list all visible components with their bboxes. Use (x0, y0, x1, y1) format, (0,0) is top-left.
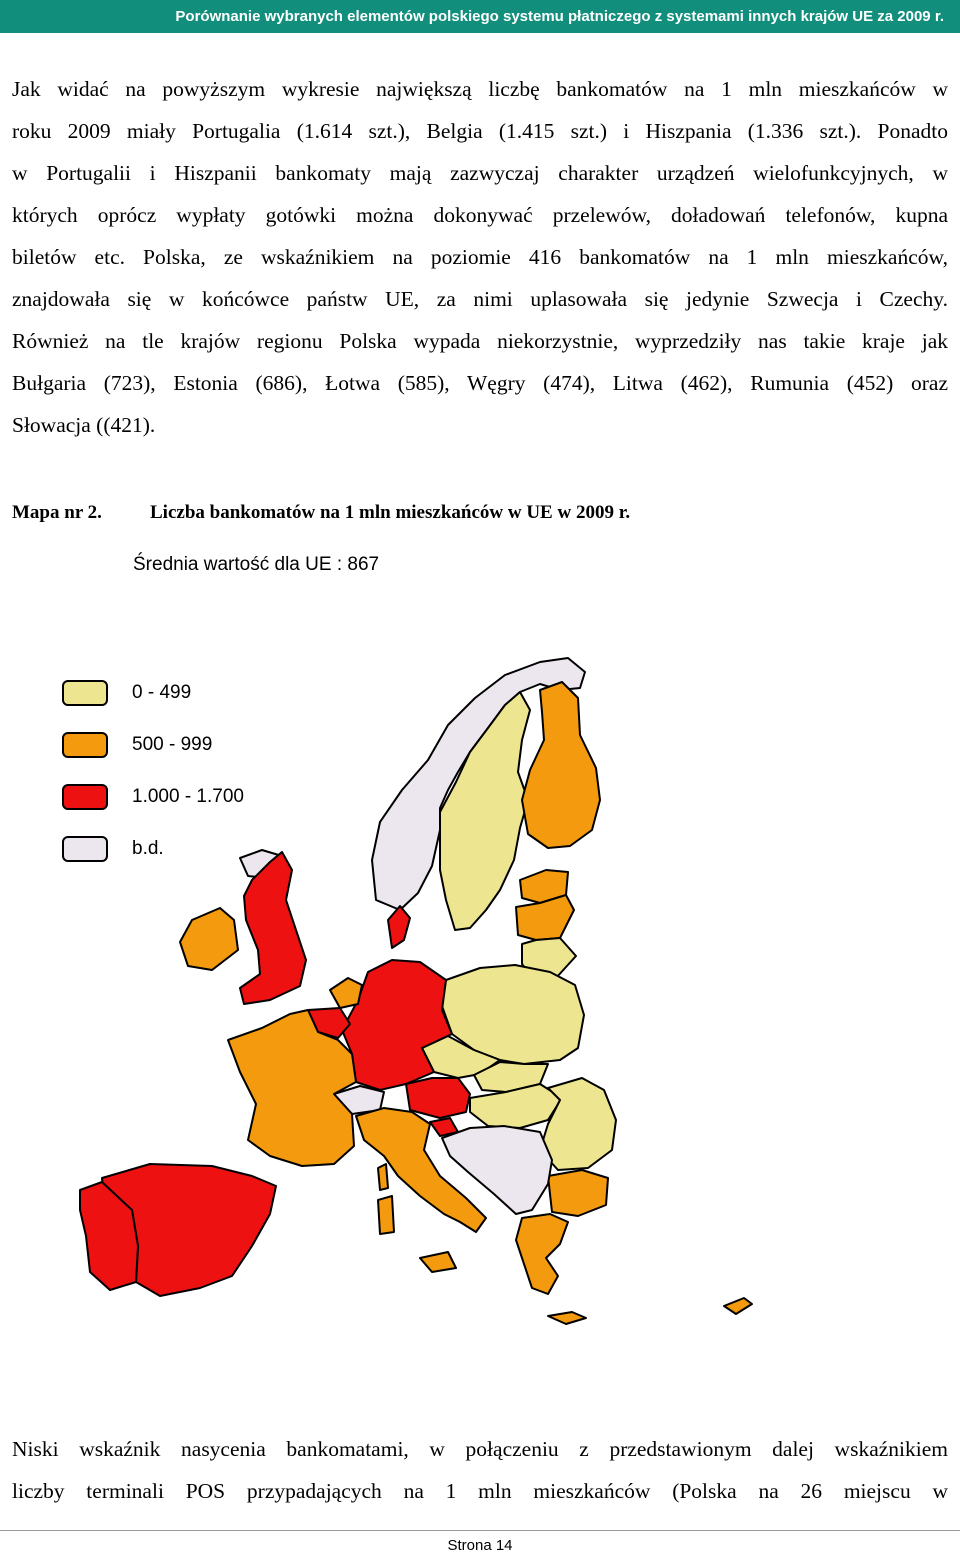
map-region-balkans (441, 1125, 553, 1215)
map-region-slovenia (429, 1117, 459, 1137)
figure-number: Mapa nr 2. (12, 502, 102, 523)
legend-swatch (62, 784, 108, 810)
paragraph-1: Jak widać na powyższym wykresie najwięks… (12, 68, 948, 446)
document-header-title: Porównanie wybranych elementów polskiego… (175, 8, 944, 25)
figure-subtitle: Średnia wartość dla UE : 867 (133, 554, 380, 575)
map-region-corsica (377, 1163, 389, 1191)
map-region-uk (239, 851, 307, 1005)
legend-swatch (62, 732, 108, 758)
map-region-bulgaria (547, 1169, 609, 1217)
figure-title: Liczba bankomatów na 1 mln mieszkańców w… (150, 502, 631, 523)
paragraph-line: w Portugalii i Hiszpanii bankomaty mają … (12, 161, 948, 185)
map-region-finland (521, 681, 601, 849)
map-region-latvia (515, 894, 575, 941)
map-region-portugal (79, 1181, 139, 1291)
paragraph-2: Niski wskaźnik nasycenia bankomatami, w … (12, 1428, 948, 1512)
map-region-slovakia (473, 1061, 549, 1093)
map-region-sicily (419, 1251, 457, 1273)
legend-label: 500 - 999 (132, 734, 213, 755)
paragraph-line: Słowacja ((421). (12, 413, 156, 437)
paragraph-line: roku 2009 miały Portugalia (1.614 szt.),… (12, 119, 948, 143)
paragraph-line: liczby terminali POS przypadających na 1… (12, 1479, 948, 1503)
map-region-cyprus (723, 1297, 753, 1315)
map-region-italy (355, 1107, 487, 1233)
paragraph-line: Jak widać na powyższym wykresie najwięks… (12, 77, 948, 101)
map-region-greece (515, 1213, 569, 1295)
paragraph-line: Bułgaria (723), Estonia (686), Łotwa (58… (12, 371, 948, 395)
map-region-poland (441, 964, 585, 1065)
page-number: Strona 14 (447, 1537, 513, 1554)
map-region-france (227, 1009, 357, 1167)
paragraph-line: których oprócz wypłaty gotówki można dok… (12, 203, 948, 227)
legend-label: 0 - 499 (132, 682, 192, 703)
map-region-ireland (179, 907, 239, 971)
figure-caption: Mapa nr 2. Liczba bankomatów na 1 mln mie… (12, 502, 630, 524)
map-region-hungary (469, 1083, 563, 1129)
legend-swatch (62, 836, 108, 862)
paragraph-line: Również na tle krajów regionu Polska wyp… (12, 329, 948, 353)
map-region-denmark (387, 905, 411, 949)
legend-label: b.d. (132, 838, 164, 859)
map-region-sardinia (377, 1195, 395, 1235)
map-region-romania (539, 1077, 617, 1171)
map-region-crete (547, 1311, 587, 1325)
map-region-austria (405, 1077, 471, 1119)
paragraph-line: biletów etc. Polska, ze wskaźnikiem na p… (12, 245, 948, 269)
footer-divider (0, 1530, 960, 1531)
map-region-germany (341, 959, 453, 1091)
paragraph-line: Niski wskaźnik nasycenia bankomatami, w … (12, 1437, 948, 1461)
map-region-netherlands (329, 977, 363, 1009)
document-header: Porównanie wybranych elementów polskiego… (0, 0, 960, 33)
paragraph-line: znajdowała się w końcówce państw UE, za … (12, 287, 948, 311)
legend-label: 1.000 - 1.700 (132, 786, 244, 807)
legend-swatch (62, 680, 108, 706)
